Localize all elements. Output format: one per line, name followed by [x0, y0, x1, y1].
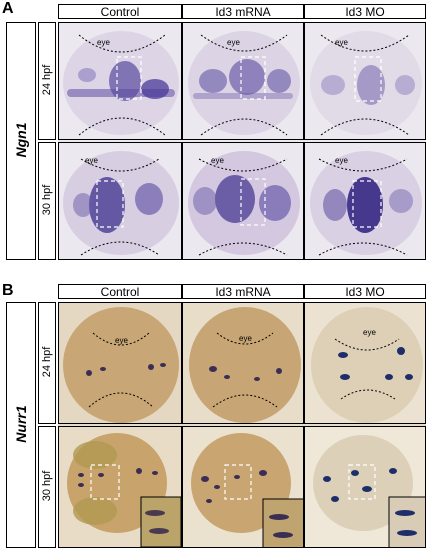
eye-label: eye: [227, 38, 240, 47]
gene-label-nurr1: Nurr1: [13, 405, 29, 443]
embryo-illustration: [305, 427, 425, 547]
embryo-illustration: eye: [188, 31, 300, 136]
stage-box-30hpf-b: [38, 426, 56, 548]
eye-label: eye: [97, 38, 110, 47]
gene-box-nurr1: [6, 302, 36, 548]
eye-label: eye: [239, 334, 252, 343]
column-header-id3-mrna-a: Id3 mRNA: [182, 4, 304, 19]
stage-label-30hpf-a: 30 hpf: [41, 184, 53, 216]
image-ngn1-30hpf-control: eye: [58, 142, 182, 260]
embryo-illustration: eye: [59, 303, 181, 423]
image-ngn1-24hpf-id3-mrna: eye: [182, 22, 304, 140]
column-header-id3-mo-a: Id3 MO: [304, 4, 426, 19]
embryo-illustration: eye: [63, 31, 179, 136]
embryo-illustration: eye: [305, 303, 425, 423]
image-nurr1-30hpf-control: [58, 426, 182, 548]
embryo-illustration: [59, 427, 181, 547]
stage-box-24hpf-a: [38, 22, 56, 140]
embryo-illustration: eye: [310, 151, 422, 256]
image-nurr1-24hpf-control: eye: [58, 302, 182, 424]
eye-label: eye: [115, 336, 128, 345]
image-ngn1-30hpf-id3-mrna: eye: [182, 142, 304, 260]
stage-box-30hpf-a: [38, 142, 56, 260]
embryo-illustration: [183, 427, 303, 547]
image-nurr1-24hpf-id3-mrna: eye: [182, 302, 304, 424]
column-header-id3-mrna-b: Id3 mRNA: [182, 284, 304, 299]
image-nurr1-24hpf-id3-mo: eye: [304, 302, 426, 424]
stage-label-24hpf-b: 24 hpf: [41, 346, 53, 378]
image-ngn1-24hpf-id3-mo: eye: [304, 22, 426, 140]
gene-box-ngn1: [6, 22, 36, 260]
embryo-illustration: eye: [310, 31, 422, 136]
column-header-id3-mo-b: Id3 MO: [304, 284, 426, 299]
column-header-control-b: Control: [58, 284, 182, 299]
image-nurr1-30hpf-id3-mrna: [182, 426, 304, 548]
embryo-illustration: eye: [183, 303, 303, 423]
stage-box-24hpf-b: [38, 302, 56, 424]
eye-label: eye: [85, 156, 98, 165]
image-ngn1-30hpf-id3-mo: eye: [304, 142, 426, 260]
eye-label: eye: [335, 38, 348, 47]
embryo-illustration: eye: [63, 151, 179, 256]
image-ngn1-24hpf-control: eye: [58, 22, 182, 140]
panel-a-image-grid: eye eye eye: [58, 22, 426, 260]
eye-label: eye: [335, 156, 348, 165]
stage-label-24hpf-a: 24 hpf: [41, 64, 53, 96]
embryo-illustration: eye: [188, 151, 300, 256]
panel-letter-b: B: [2, 282, 14, 299]
panel-b-image-grid: eye eye eye: [58, 302, 426, 548]
column-header-control-a: Control: [58, 4, 182, 19]
gene-label-ngn1: Ngn1: [13, 122, 29, 158]
stage-label-30hpf-b: 30 hpf: [41, 470, 53, 502]
panel-letter-a: A: [2, 0, 14, 17]
image-nurr1-30hpf-id3-mo: [304, 426, 426, 548]
eye-label: eye: [211, 156, 224, 165]
eye-label: eye: [363, 328, 376, 337]
